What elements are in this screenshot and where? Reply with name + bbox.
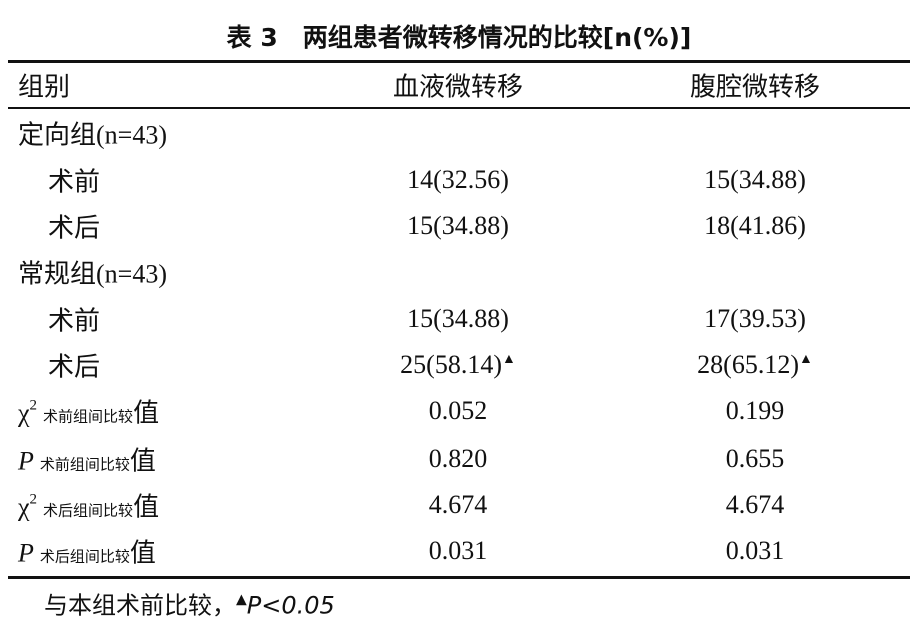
table-cell: 28(65.12)▲: [697, 350, 813, 380]
cell-value: 18(41.86): [704, 211, 806, 240]
label-sub: 术前组间比较: [39, 457, 130, 474]
row-label: 术前: [48, 162, 100, 199]
table-cell: 0.655: [726, 444, 785, 474]
row-label: χ2 术后组间比较值: [18, 487, 159, 524]
footnote-text: 与本组术前比较，: [44, 591, 236, 620]
label-text: 术前: [48, 167, 101, 197]
label-text: 术前: [48, 306, 101, 336]
row-label: P 术后组间比较值: [18, 533, 156, 570]
table-cell: 4.674: [429, 490, 488, 520]
table-cell: 15(34.88): [407, 211, 509, 241]
table-title: 表 3 两组患者微转移情况的比较[n(%)]: [226, 23, 692, 52]
table-cell: 0.031: [429, 536, 488, 566]
cell-value: 15(34.88): [407, 304, 509, 333]
table-cell: 14(32.56): [407, 165, 509, 195]
cell-value: 17(39.53): [704, 304, 806, 333]
label-text: χ: [18, 398, 30, 428]
cell-value: 28(65.12): [697, 350, 799, 379]
label-suffix: 值: [129, 538, 156, 568]
footnote-mark: ▲: [236, 591, 247, 608]
footnote-stat: P<0.05: [246, 591, 335, 620]
table-cell: 0.031: [726, 536, 785, 566]
label-sub: 术后组间比较: [43, 503, 134, 520]
row-label: P 术前组间比较值: [18, 441, 156, 478]
header-cell: 组别: [18, 72, 71, 102]
row-label: 术前: [48, 301, 100, 338]
header-cell: 腹腔微转移: [689, 72, 821, 102]
cell-value: 0.199: [725, 396, 785, 425]
cell-value: 0.655: [725, 444, 785, 473]
cell-value: 0.820: [428, 444, 488, 473]
table-cell: 0.199: [726, 396, 785, 426]
cell-value: 4.674: [725, 490, 785, 519]
table-cell: 17(39.53): [704, 304, 806, 334]
label-suffix: 值: [133, 492, 160, 522]
row-label: 术后: [48, 208, 100, 245]
table-cell: 15(34.88): [407, 304, 509, 334]
significance-mark: ▲: [798, 352, 813, 367]
cell-value: 15(34.88): [704, 165, 806, 194]
bottom-rule: [8, 576, 910, 579]
label-text: 术后: [48, 213, 101, 243]
table-cell: 25(58.14)▲: [400, 350, 516, 380]
table-cell: 0.052: [429, 396, 488, 426]
cell-value: 0.031: [428, 536, 488, 565]
label-sup: 2: [29, 491, 38, 508]
label-text: P: [18, 538, 34, 568]
label-text: 定向组(n=43): [18, 120, 167, 150]
table-cell: 15(34.88): [704, 165, 806, 195]
row-label: 定向组(n=43): [18, 115, 167, 152]
table-cell: 4.674: [726, 490, 785, 520]
label-suffix: 值: [133, 398, 160, 428]
cell-value: 0.031: [725, 536, 785, 565]
cell-value: 15(34.88): [407, 211, 509, 240]
top-rule: [8, 60, 910, 63]
header-cell: 血液微转移: [392, 72, 524, 102]
cell-value: 0.052: [428, 396, 488, 425]
label-sub: 术前组间比较: [43, 409, 134, 426]
cell-value: 14(32.56): [407, 165, 509, 194]
cell-value: 25(58.14): [400, 350, 502, 379]
footnote: 与本组术前比较，▲P<0.05: [44, 586, 335, 621]
label-suffix: 值: [129, 446, 156, 476]
table-cell: 18(41.86): [704, 211, 806, 241]
label-sup: 2: [29, 397, 38, 414]
header-rule: [8, 107, 910, 109]
label-text: 常规组(n=43): [18, 259, 167, 289]
row-label: 术后: [48, 347, 100, 384]
row-label: 常规组(n=43): [18, 254, 167, 291]
table-cell: 0.820: [429, 444, 488, 474]
significance-mark: ▲: [501, 352, 516, 367]
label-sub: 术后组间比较: [39, 549, 130, 566]
label-text: χ: [18, 492, 30, 522]
cell-value: 4.674: [428, 490, 488, 519]
label-text: P: [18, 446, 34, 476]
label-text: 术后: [48, 352, 101, 382]
row-label: χ2 术前组间比较值: [18, 393, 159, 430]
